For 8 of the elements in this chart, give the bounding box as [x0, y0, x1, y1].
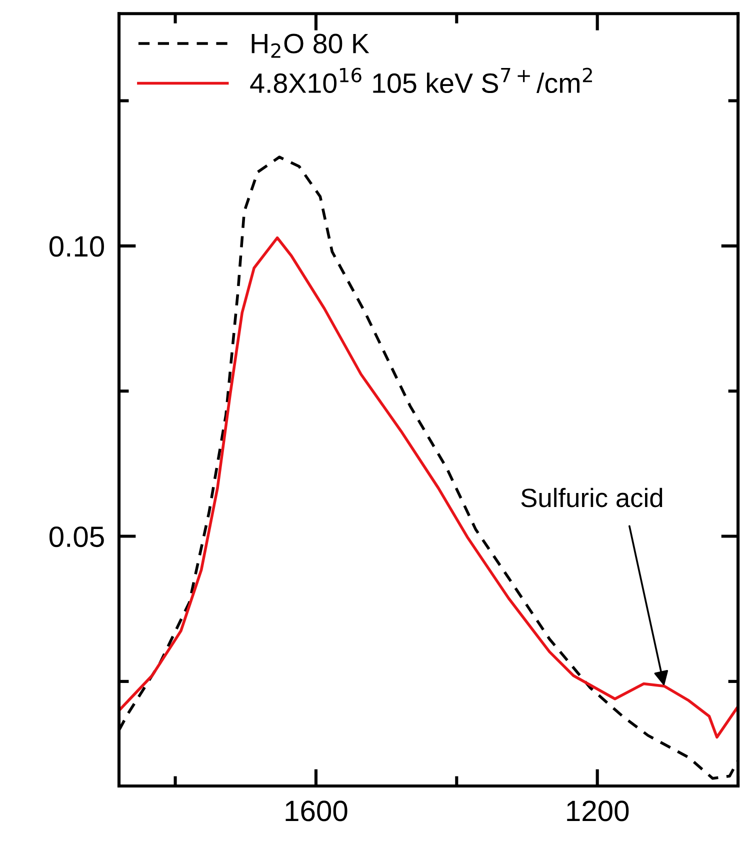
line-series — [119, 236, 738, 739]
x-tick-label: 1200 — [567, 800, 629, 822]
legend-label: H$_{2}$O 80 K — [252, 34, 370, 58]
y-tick-label: 0.05 — [49, 526, 104, 548]
legend-label: 4.8X10$^{16}$ 105 keV S$^{7+}$/cm$^{2}$ — [250, 68, 592, 94]
y-tick-label: 0.10 — [49, 236, 104, 257]
annotation: Sulfuric acid — [521, 488, 662, 508]
x-tick-label: 1600 — [286, 800, 348, 822]
